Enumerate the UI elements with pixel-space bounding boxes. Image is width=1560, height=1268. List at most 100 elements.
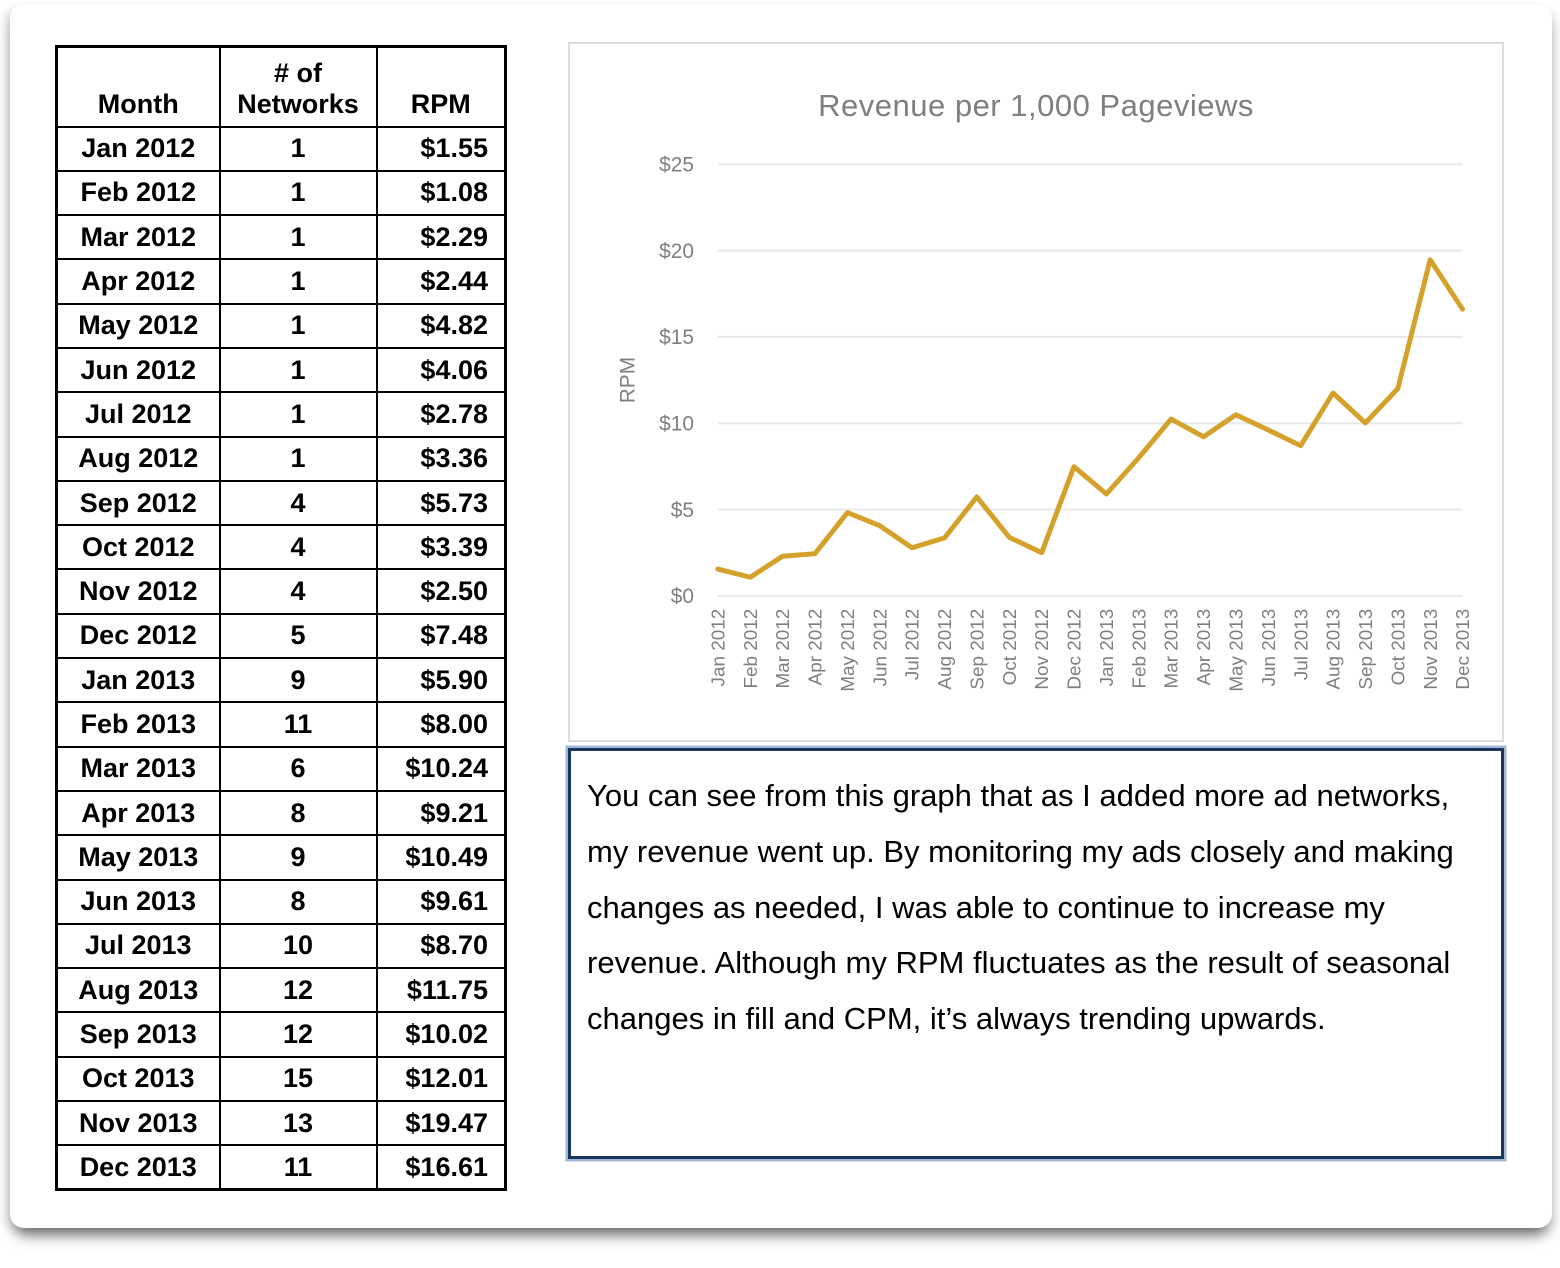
rpm-data-table: Month # of Networks RPM Jan 2012 1 $1.55 Fe… xyxy=(55,45,507,1192)
table-row: Aug 2013 12 $11.75 xyxy=(55,967,507,1014)
column-header-networks: # of Networks xyxy=(218,45,378,128)
rpm-cell: $3.36 xyxy=(375,435,507,482)
rpm-cell: $16.61 xyxy=(375,1144,507,1191)
networks-cell: 4 xyxy=(218,524,378,571)
table-header-row: Month # of Networks RPM xyxy=(55,45,507,128)
month-cell: Jul 2013 xyxy=(55,922,221,970)
x-tick-label: Jan 2013 xyxy=(1097,609,1118,687)
networks-cell: 11 xyxy=(218,1144,378,1191)
x-tick-label: Sep 2013 xyxy=(1356,609,1377,690)
rpm-cell: $19.47 xyxy=(375,1100,507,1147)
table-row: May 2013 9 $10.49 xyxy=(55,834,507,881)
networks-cell: 1 xyxy=(218,258,378,305)
networks-cell: 9 xyxy=(218,657,378,704)
month-cell: Mar 2013 xyxy=(55,745,221,792)
x-tick-label: Feb 2013 xyxy=(1129,609,1150,689)
month-cell: Feb 2013 xyxy=(55,701,221,748)
month-cell: Feb 2012 xyxy=(55,169,221,217)
column-header-month: Month xyxy=(55,45,221,128)
chart-title: Revenue per 1,000 Pageviews xyxy=(818,88,1254,123)
x-tick-label: Apr 2013 xyxy=(1194,609,1215,686)
table-row: Feb 2012 1 $1.08 xyxy=(55,169,507,217)
networks-cell: 11 xyxy=(218,701,378,748)
y-tick-label: $15 xyxy=(659,326,694,349)
rpm-cell: $4.82 xyxy=(375,302,507,349)
y-tick-label: $20 xyxy=(659,240,694,263)
x-tick-label: Aug 2012 xyxy=(935,609,956,690)
table-row: Oct 2013 15 $12.01 xyxy=(55,1055,507,1103)
month-cell: Jun 2013 xyxy=(55,878,221,925)
table-row: Nov 2013 13 $19.47 xyxy=(55,1100,507,1147)
month-cell: Sep 2013 xyxy=(55,1011,221,1058)
table-row: Oct 2012 4 $3.39 xyxy=(55,524,507,571)
month-cell: Apr 2013 xyxy=(55,789,221,837)
table-row: Jun 2012 1 $4.06 xyxy=(55,346,507,394)
table-row: Dec 2013 11 $16.61 xyxy=(55,1144,507,1191)
y-axis-title: RPM xyxy=(616,357,639,403)
networks-cell: 1 xyxy=(218,435,378,482)
networks-cell: 13 xyxy=(218,1100,378,1147)
month-cell: Jul 2012 xyxy=(55,391,221,438)
rpm-chart: $0 $5 $10 $15 $20 $25 RPM Jan 2012 Feb 2012 Mar 2… xyxy=(568,42,1504,742)
x-tick-label: Dec 2013 xyxy=(1453,609,1474,690)
table-row: Apr 2013 8 $9.21 xyxy=(55,789,507,837)
rpm-cell: $2.78 xyxy=(375,391,507,438)
rpm-cell: $7.48 xyxy=(375,612,507,660)
month-cell: Nov 2013 xyxy=(55,1100,221,1147)
month-cell: Jun 2012 xyxy=(55,346,221,394)
networks-cell: 10 xyxy=(218,922,378,970)
rpm-cell: $1.08 xyxy=(375,169,507,217)
month-cell: May 2012 xyxy=(55,302,221,349)
rpm-cell: $10.02 xyxy=(375,1011,507,1058)
month-cell: Jan 2012 xyxy=(55,125,221,172)
rpm-cell: $1.55 xyxy=(375,125,507,172)
rpm-cell: $2.50 xyxy=(375,568,507,615)
y-tick-label: $5 xyxy=(671,499,694,522)
rpm-cell: $2.44 xyxy=(375,258,507,305)
y-tick-label: $25 xyxy=(659,154,694,177)
rpm-cell: $8.00 xyxy=(375,701,507,748)
chart-plot-area: $0 $5 $10 $15 $20 $25 RPM Jan 2012 Feb 2012 Mar 2… xyxy=(616,154,1474,692)
x-tick-label: Mar 2013 xyxy=(1162,609,1183,689)
table-row: Mar 2013 6 $10.24 xyxy=(55,745,507,792)
networks-cell: 4 xyxy=(218,568,378,615)
x-tick-label: May 2012 xyxy=(838,609,859,692)
rpm-cell: $11.75 xyxy=(375,967,507,1014)
note-box: You can see from this graph that as I ad… xyxy=(568,748,1504,1159)
rpm-cell: $9.21 xyxy=(375,789,507,837)
table-row: Jan 2012 1 $1.55 xyxy=(55,125,507,172)
x-tick-label: Jan 2012 xyxy=(708,609,729,687)
table-row: Sep 2013 12 $10.02 xyxy=(55,1011,507,1058)
month-cell: Oct 2012 xyxy=(55,524,221,571)
networks-cell: 12 xyxy=(218,1011,378,1058)
y-tick-label: $0 xyxy=(671,585,694,608)
x-tick-label: Jul 2013 xyxy=(1291,609,1312,680)
x-tick-label: Sep 2012 xyxy=(967,609,988,690)
month-cell: Dec 2012 xyxy=(55,612,221,660)
networks-cell: 1 xyxy=(218,169,378,217)
rpm-cell: $10.49 xyxy=(375,834,507,881)
networks-cell: 6 xyxy=(218,745,378,792)
networks-cell: 1 xyxy=(218,125,378,172)
month-cell: May 2013 xyxy=(55,834,221,881)
table-row: May 2012 1 $4.82 xyxy=(55,302,507,349)
table-row: Jun 2013 8 $9.61 xyxy=(55,878,507,925)
column-header-rpm: RPM xyxy=(375,45,507,128)
x-tick-label: Oct 2013 xyxy=(1388,609,1409,686)
x-tick-label: Mar 2012 xyxy=(773,609,794,689)
table-row: Feb 2013 11 $8.00 xyxy=(55,701,507,748)
month-cell: Oct 2013 xyxy=(55,1055,221,1103)
networks-cell: 1 xyxy=(218,391,378,438)
month-cell: Dec 2013 xyxy=(55,1144,221,1191)
networks-cell: 1 xyxy=(218,346,378,394)
table-row: Jul 2013 10 $8.70 xyxy=(55,922,507,970)
month-cell: Jan 2013 xyxy=(55,657,221,704)
table-row: Aug 2012 1 $3.36 xyxy=(55,435,507,482)
month-cell: Apr 2012 xyxy=(55,258,221,305)
networks-cell: 8 xyxy=(218,789,378,837)
networks-cell: 1 xyxy=(218,302,378,349)
month-cell: Aug 2013 xyxy=(55,967,221,1014)
month-cell: Sep 2012 xyxy=(55,479,221,527)
table-row: Apr 2012 1 $2.44 xyxy=(55,258,507,305)
month-cell: Nov 2012 xyxy=(55,568,221,615)
